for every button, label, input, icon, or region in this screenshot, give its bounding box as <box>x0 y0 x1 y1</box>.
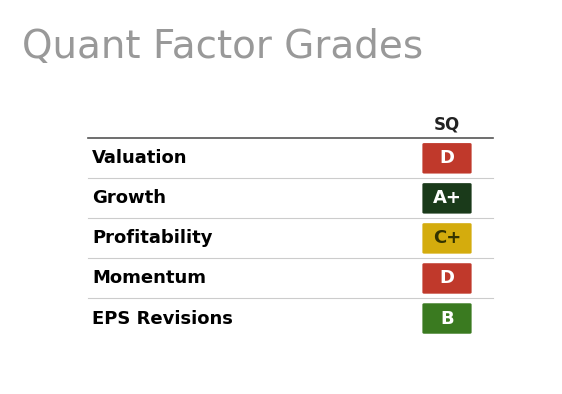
Text: A+: A+ <box>433 190 461 207</box>
Text: Valuation: Valuation <box>92 149 188 167</box>
Text: Profitability: Profitability <box>92 229 212 247</box>
Text: Growth: Growth <box>92 190 166 207</box>
Text: D: D <box>439 269 455 288</box>
Text: EPS Revisions: EPS Revisions <box>92 310 233 327</box>
Text: C+: C+ <box>433 229 461 247</box>
FancyBboxPatch shape <box>423 143 472 173</box>
FancyBboxPatch shape <box>423 303 472 334</box>
Text: SQ: SQ <box>434 116 460 134</box>
Text: B: B <box>440 310 454 327</box>
Text: Momentum: Momentum <box>92 269 206 288</box>
FancyBboxPatch shape <box>423 223 472 254</box>
FancyBboxPatch shape <box>423 263 472 294</box>
Text: D: D <box>439 149 455 167</box>
FancyBboxPatch shape <box>423 183 472 214</box>
Text: Quant Factor Grades: Quant Factor Grades <box>22 28 424 65</box>
